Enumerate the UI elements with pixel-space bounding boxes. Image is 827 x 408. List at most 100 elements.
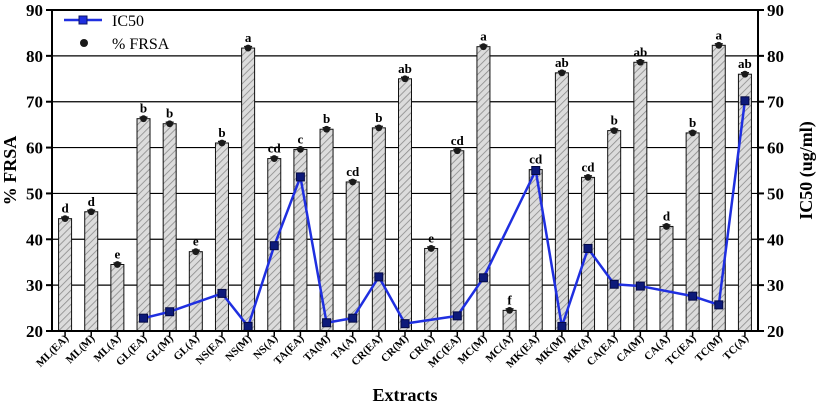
frsa-bar (633, 61, 648, 332)
ic50-point (348, 313, 358, 323)
frsa-point (113, 261, 121, 268)
x-axis-title: Extracts (373, 385, 438, 405)
frsa-bar (450, 150, 465, 332)
frsa-point (375, 124, 383, 132)
frsa-point (218, 139, 226, 147)
frsa-point (610, 127, 618, 135)
frsa-point (323, 125, 330, 133)
ic50-line-layer (139, 96, 750, 331)
significance-label: b (611, 113, 618, 128)
frsa-bar (241, 47, 256, 332)
y2-axis-title: IC50 (ug/ml) (796, 121, 817, 220)
significance-label: b (140, 101, 147, 116)
frsa-point (558, 69, 566, 77)
frsa-bar (711, 44, 726, 332)
y-tick-label: 30 (26, 276, 43, 295)
significance-label: a (480, 29, 487, 44)
significance-label: ab (738, 56, 752, 71)
y2-tick-label: 40 (767, 230, 784, 249)
y2-tick-label: 70 (767, 93, 784, 112)
y2-tick-label: 60 (767, 139, 784, 158)
frsa-bar (398, 78, 412, 332)
significance-label: e (193, 234, 199, 249)
y-tick-label: 60 (26, 139, 43, 158)
significance-label: b (166, 106, 173, 121)
legend-frsa-marker (80, 39, 88, 47)
x-tick-label: TC(M) (693, 332, 725, 364)
ic50-point (583, 243, 593, 253)
ic50-point (165, 307, 175, 317)
frsa-bar (371, 127, 386, 332)
frsa-bar (84, 211, 99, 332)
frsa-point (636, 58, 644, 66)
frsa-point (401, 75, 409, 83)
x-tick-label: CA(M) (614, 332, 646, 364)
significance-label: f (507, 292, 512, 307)
frsa-point (715, 41, 723, 49)
significance-label: ab (633, 44, 647, 59)
frsa-point (140, 115, 147, 123)
y2-tick-label: 20 (767, 322, 784, 341)
frsa-bar (607, 130, 622, 332)
frsa-bar (110, 264, 125, 332)
x-tick-label: MK(M) (534, 332, 569, 367)
ic50-point (374, 272, 384, 282)
ic50-point (400, 319, 410, 329)
y-tick-label: 40 (26, 230, 43, 249)
significance-label: cd (268, 141, 282, 156)
ic50-point (217, 288, 227, 298)
significance-label: a (716, 27, 723, 42)
frsa-bar (136, 118, 151, 332)
ic50-point (478, 273, 488, 283)
frsa-bar (188, 251, 203, 332)
frsa-point (453, 147, 461, 155)
significance-label: a (245, 30, 252, 45)
ic50-line (143, 100, 747, 328)
frsa-point (427, 245, 435, 252)
significance-label: d (88, 194, 96, 209)
frsa-bar (737, 73, 752, 332)
significance-label: e (114, 247, 120, 262)
legend-frsa-label: % FRSA (112, 36, 170, 53)
ic50-point (609, 279, 619, 289)
y-tick-label: 70 (26, 93, 43, 112)
y2-tick-label: 30 (767, 276, 784, 295)
y-tick-label: 50 (26, 184, 43, 203)
y2-tick-label: 80 (767, 47, 784, 66)
ic50-point (531, 166, 541, 175)
frsa-point (480, 43, 487, 51)
x-tick-label: MC(M) (456, 332, 490, 366)
legend-ic50-label: IC50 (112, 13, 144, 30)
frsa-point (297, 146, 304, 153)
ic50-point (714, 300, 724, 310)
ic50-point (740, 96, 750, 106)
y-tick-label: 20 (26, 322, 43, 341)
ic50-point (452, 311, 462, 321)
significance-label: e (428, 230, 434, 245)
frsa-point (166, 120, 174, 128)
significance-label: cd (346, 164, 360, 179)
frsa-point (584, 173, 592, 181)
legend-ic50-marker (78, 15, 88, 25)
frsa-bar (659, 225, 674, 332)
x-tick-label: TC(A) (721, 332, 751, 362)
frsa-point (192, 248, 200, 256)
frsa-point (689, 129, 697, 137)
y-axis-title: % FRSA (0, 136, 20, 206)
ic50-point (635, 281, 645, 291)
frsa-point (87, 208, 95, 216)
x-tick-label: CR(M) (379, 332, 411, 364)
significance-label: b (689, 115, 696, 130)
ic50-point (243, 321, 253, 331)
frsa-point (61, 215, 69, 223)
frsa-bar (162, 123, 177, 332)
ic50-point (139, 313, 149, 323)
legend: IC50 % FRSA (64, 13, 170, 53)
frsa-point (244, 44, 252, 52)
significance-label: c (298, 131, 304, 146)
ic50-point (295, 172, 305, 182)
ic50-point (688, 291, 698, 301)
significance-label: b (218, 125, 225, 140)
x-tick-label: NS(EA) (194, 332, 229, 367)
